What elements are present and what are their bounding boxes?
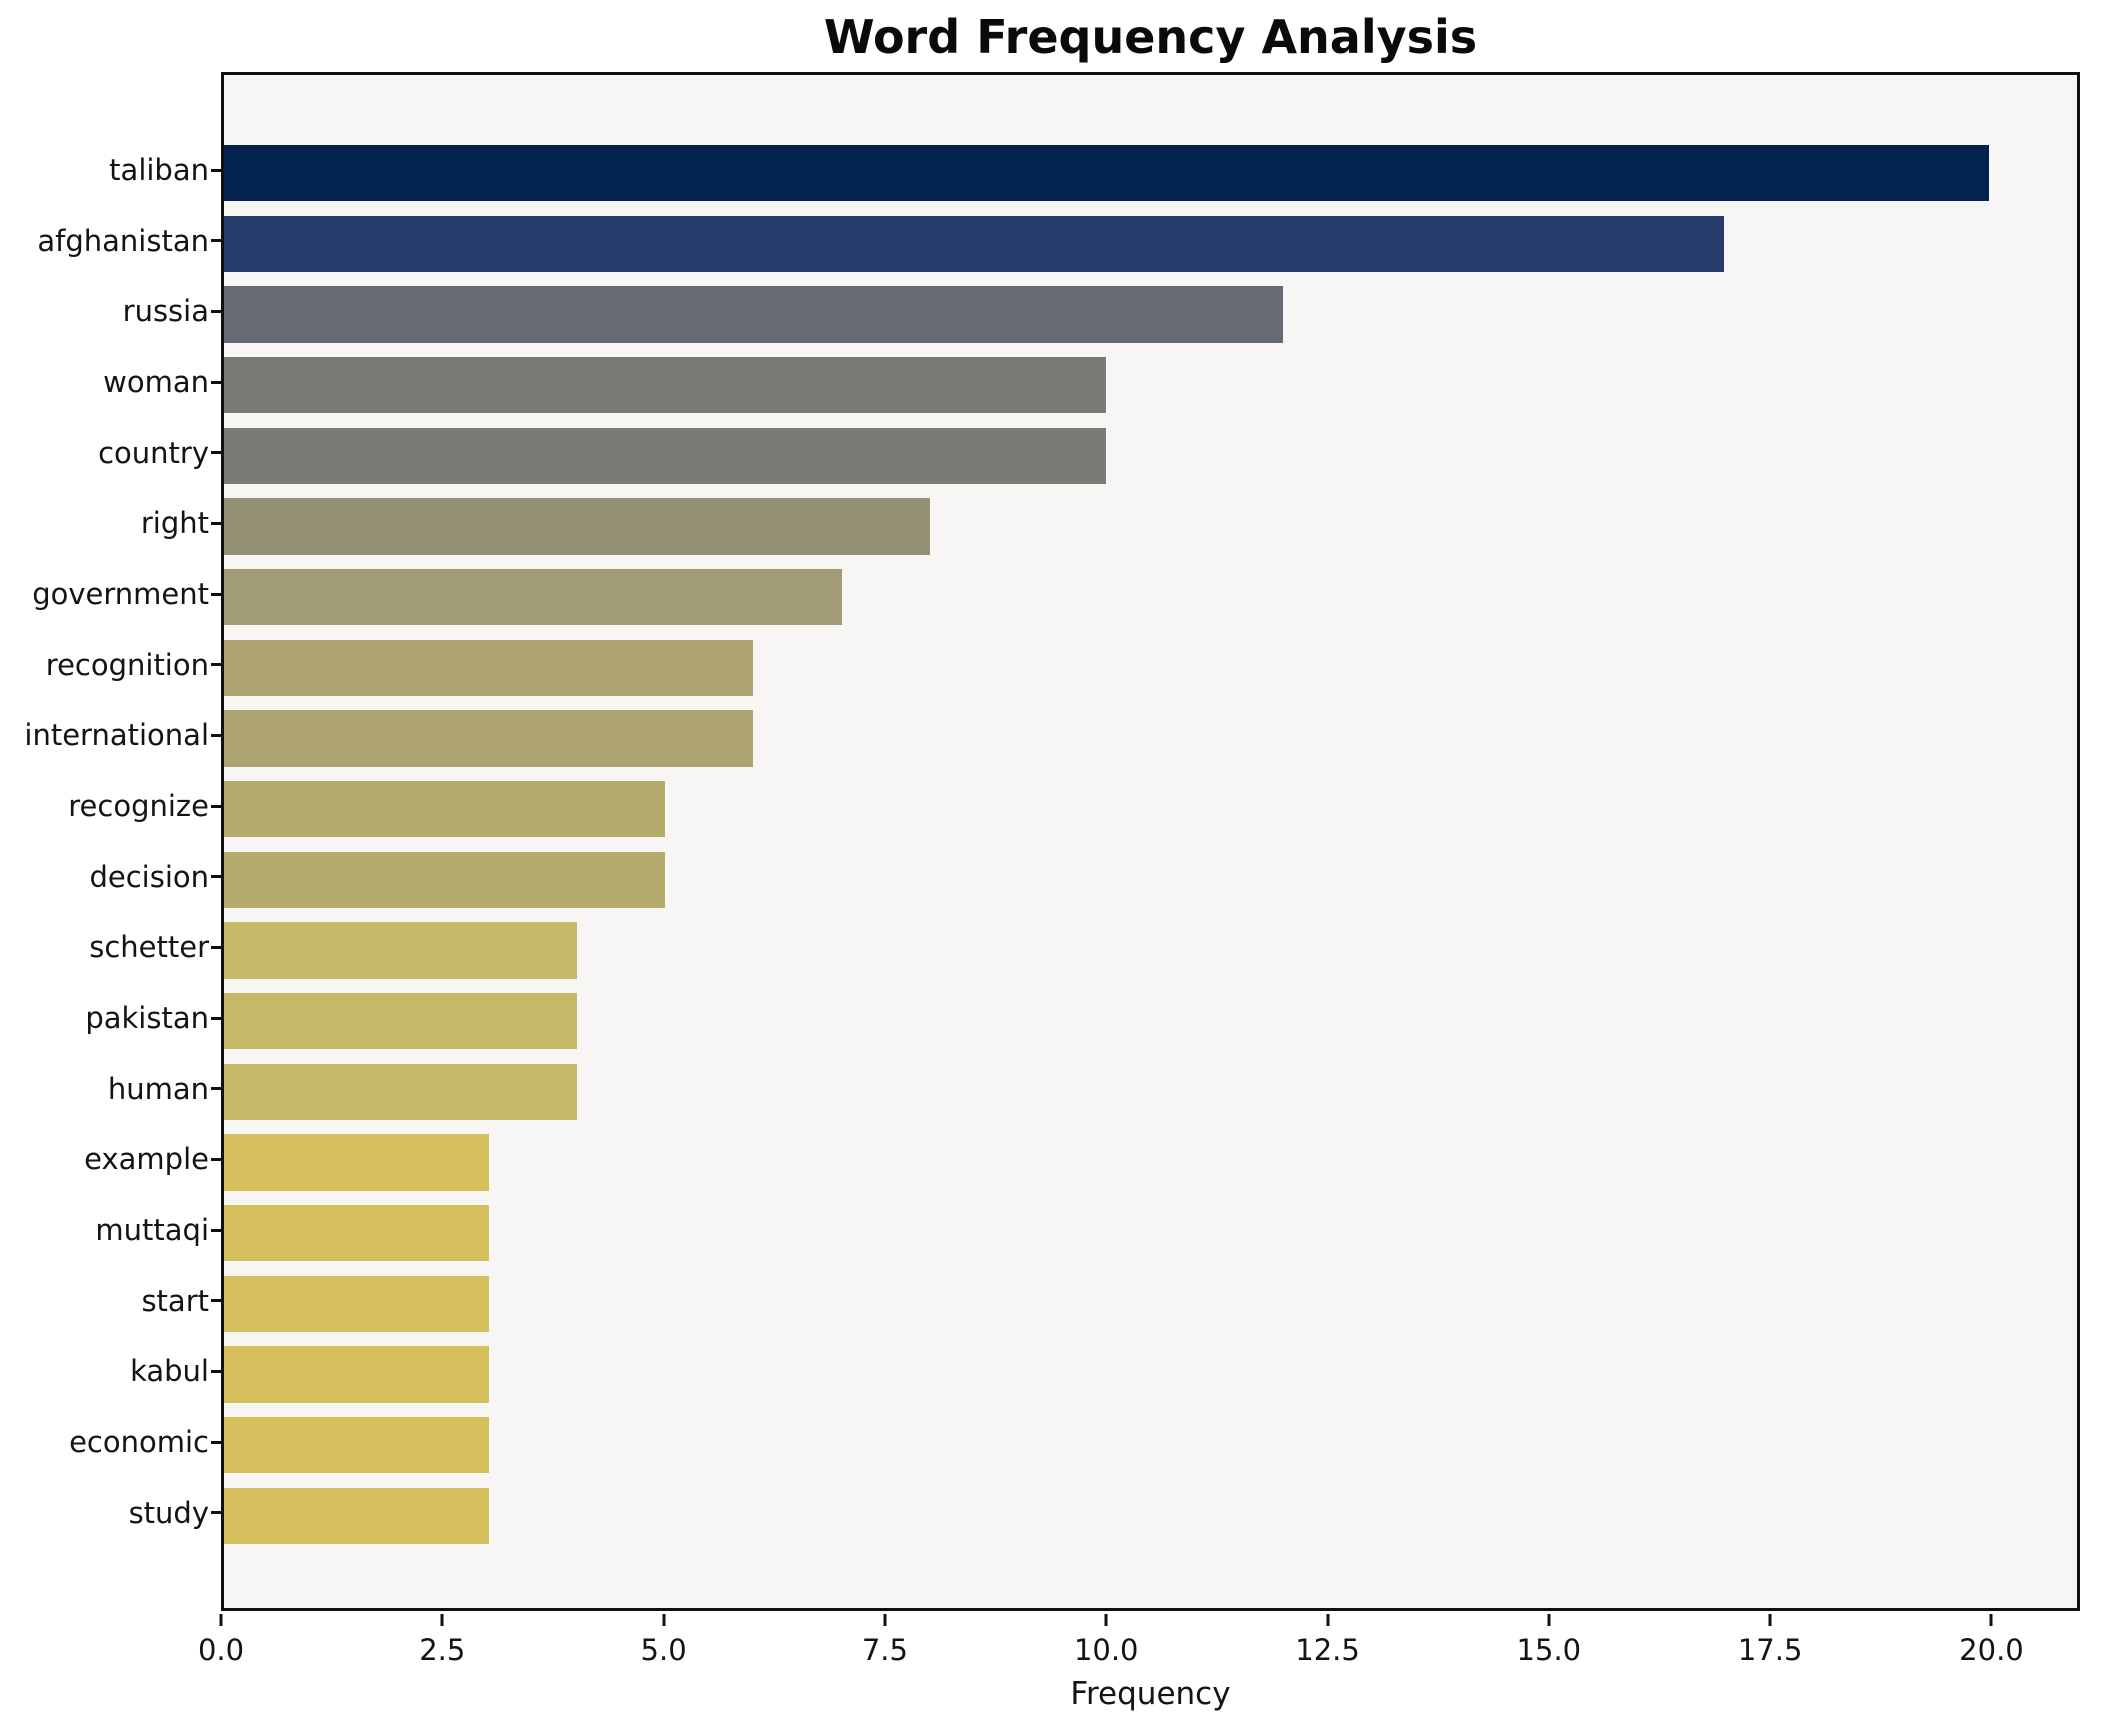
y-tick xyxy=(211,1016,221,1020)
bar-recognition xyxy=(224,639,754,697)
y-label-international: international xyxy=(24,718,209,753)
y-tick xyxy=(211,239,221,243)
bar-taliban xyxy=(224,144,1989,202)
y-label-pakistan: pakistan xyxy=(85,1000,209,1035)
x-tick-label: 5.0 xyxy=(640,1633,687,1667)
x-tick xyxy=(1768,1614,1772,1626)
y-label-recognition: recognition xyxy=(45,647,209,682)
y-tick xyxy=(211,804,221,808)
x-tick-label: 2.5 xyxy=(419,1633,466,1667)
y-tick xyxy=(211,522,221,526)
bar-kabul xyxy=(224,1346,489,1403)
bar-country xyxy=(224,427,1107,485)
x-tick-label: 12.5 xyxy=(1295,1633,1360,1667)
x-tick xyxy=(1989,1614,1993,1626)
y-tick xyxy=(211,1087,221,1091)
bar-woman xyxy=(224,356,1107,414)
bar-muttaqi xyxy=(224,1204,489,1262)
x-tick-label: 20.0 xyxy=(1959,1633,2024,1667)
y-tick xyxy=(211,168,221,172)
y-label-human: human xyxy=(107,1071,209,1106)
y-tick xyxy=(211,310,221,314)
y-tick xyxy=(211,1511,221,1515)
y-label-russia: russia xyxy=(122,294,209,329)
bar-right xyxy=(224,498,930,555)
bar-human xyxy=(224,1063,577,1121)
y-label-example: example xyxy=(84,1142,209,1177)
y-label-right: right xyxy=(140,506,209,541)
y-label-afghanistan: afghanistan xyxy=(37,223,209,258)
x-tick-label: 7.5 xyxy=(861,1633,908,1667)
y-label-muttaqi: muttaqi xyxy=(95,1212,209,1247)
y-label-economic: economic xyxy=(69,1424,209,1459)
x-tick-label: 0.0 xyxy=(197,1633,245,1667)
y-label-decision: decision xyxy=(89,859,209,894)
x-tick xyxy=(1547,1614,1551,1626)
y-tick xyxy=(211,945,221,949)
bar-pakistan xyxy=(224,992,577,1050)
y-tick xyxy=(211,592,221,596)
bar-decision xyxy=(224,851,666,909)
y-label-kabul: kabul xyxy=(130,1354,209,1389)
y-tick xyxy=(211,1369,221,1373)
x-tick-label: 17.5 xyxy=(1737,1633,1803,1667)
bar-start xyxy=(224,1275,489,1333)
chart-title: Word Frequency Analysis xyxy=(823,10,1478,64)
y-tick xyxy=(211,380,221,384)
x-tick-label: 10.0 xyxy=(1073,1633,1139,1667)
y-tick xyxy=(211,1157,221,1161)
x-tick xyxy=(440,1614,444,1626)
y-label-government: government xyxy=(32,576,209,611)
bar-economic xyxy=(224,1416,489,1474)
x-tick xyxy=(1104,1614,1108,1626)
x-tick xyxy=(1326,1614,1330,1626)
y-tick xyxy=(211,451,221,455)
y-tick xyxy=(211,1299,221,1303)
bar-example xyxy=(224,1134,489,1191)
x-tick xyxy=(883,1614,887,1626)
bar-schetter xyxy=(224,922,577,979)
y-label-recognize: recognize xyxy=(68,788,209,823)
plot-area xyxy=(221,72,2080,1611)
y-label-schetter: schetter xyxy=(89,930,209,965)
bar-government xyxy=(224,568,842,626)
y-label-woman: woman xyxy=(103,364,209,399)
bar-recognize xyxy=(224,780,666,838)
bar-afghanistan xyxy=(224,215,1725,273)
y-label-start: start xyxy=(141,1283,209,1318)
y-label-country: country xyxy=(98,435,209,470)
bar-study xyxy=(224,1487,489,1545)
x-tick xyxy=(219,1614,223,1626)
x-tick-label: 15.0 xyxy=(1516,1633,1582,1667)
y-tick xyxy=(211,1228,221,1232)
y-label-study: study xyxy=(128,1495,209,1530)
bar-international xyxy=(224,710,754,767)
x-tick xyxy=(662,1614,666,1626)
y-tick xyxy=(211,875,221,879)
y-tick xyxy=(211,734,221,737)
y-tick xyxy=(211,663,221,667)
x-axis-label: Frequency xyxy=(1070,1676,1231,1712)
y-label-taliban: taliban xyxy=(109,152,209,187)
bar-russia xyxy=(224,286,1283,343)
y-tick xyxy=(211,1440,221,1444)
